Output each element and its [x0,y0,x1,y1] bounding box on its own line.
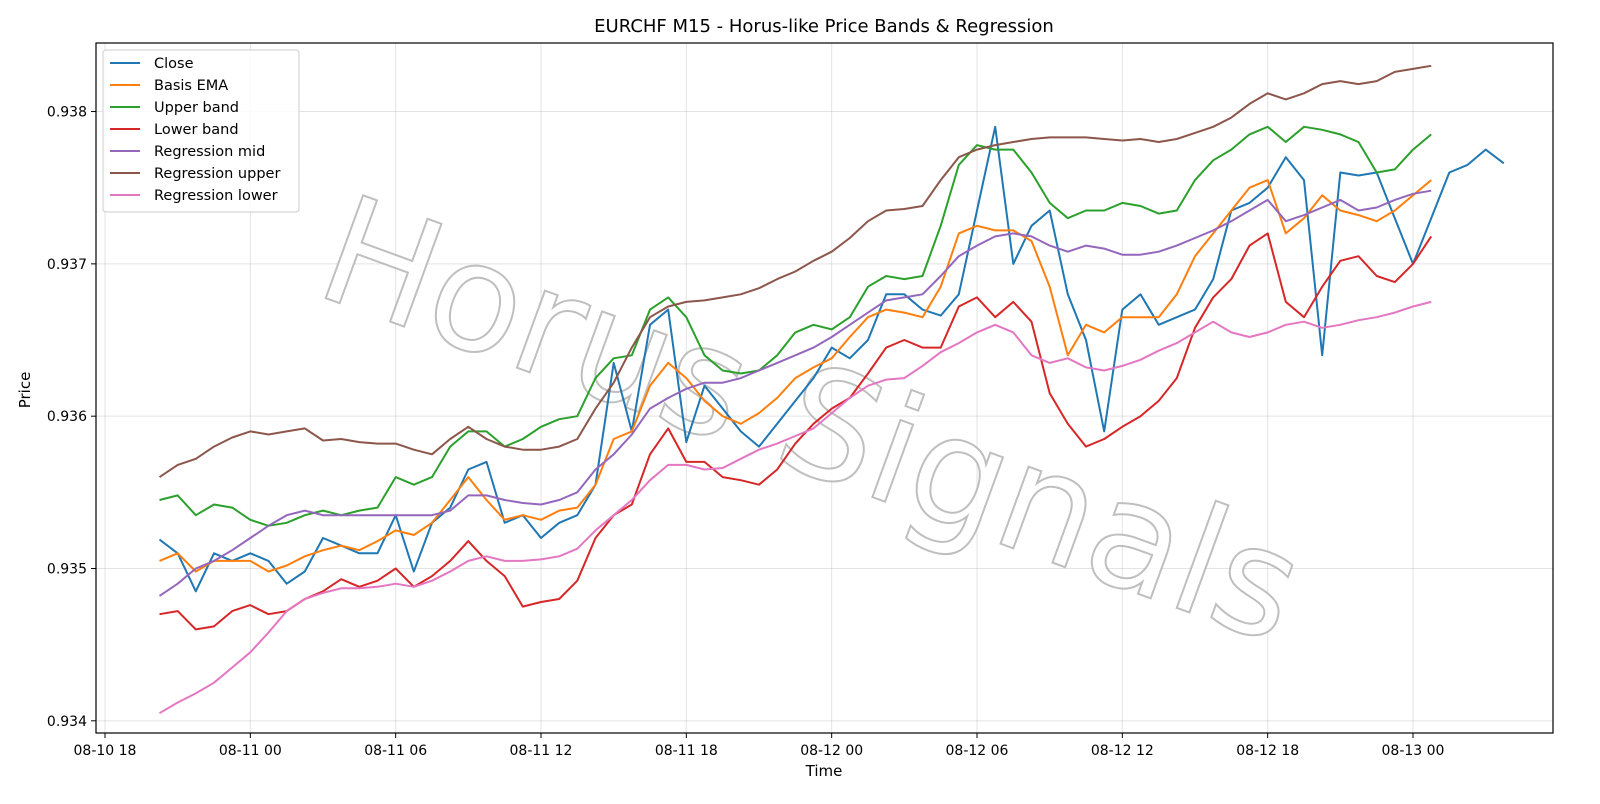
y-tick-label: 0.934 [47,714,87,730]
series-group [158,64,1505,715]
legend-label-regression-upper: Regression upper [154,166,280,182]
legend: Close Basis EMA Upper band Lower band Regres… [102,49,300,213]
chart-title: EURCHF M15 - Horus-like Price Bands & Re… [594,16,1054,37]
y-tick-label: 0.936 [47,409,87,425]
y-tick-label: 0.938 [47,105,87,121]
grid [96,43,1553,733]
x-tick-label: 08-12 00 [800,743,863,759]
series-line-basis-ema [159,179,1432,573]
x-axis-ticks: 08-10 18 08-11 00 08-11 06 08-11 12 08-11 18… [74,733,1445,759]
x-tick-label: 08-11 00 [219,743,282,759]
y-tick-label: 0.937 [47,257,87,273]
series-line-regression-upper [158,64,1432,478]
x-axis-label: Time [805,762,843,780]
y-tick-label: 0.935 [47,561,87,577]
legend-label-regression-lower: Regression lower [154,188,278,204]
x-tick-label: 08-11 12 [510,743,573,759]
x-tick-label: 08-11 06 [364,743,427,759]
legend-label-lower-band: Lower band [154,122,239,138]
legend-label-basis-ema: Basis EMA [154,78,228,94]
y-axis-ticks: 0.934 0.935 0.936 0.937 0.938 [47,105,96,730]
x-tick-label: 08-10 18 [74,743,137,759]
x-tick-label: 08-11 18 [655,743,718,759]
x-tick-label: 08-13 00 [1382,743,1445,759]
plot-frame [95,42,1554,734]
legend-label-close: Close [154,56,194,72]
series-line-regression-lower [158,300,1432,715]
legend-box [102,49,300,213]
series-line-close [158,125,1505,593]
legend-label-regression-mid: Regression mid [154,144,265,160]
x-tick-label: 08-12 12 [1091,743,1154,759]
x-tick-label: 08-12 18 [1236,743,1299,759]
series-line-regression-mid [158,189,1432,597]
x-tick-label: 08-12 06 [946,743,1009,759]
legend-label-upper-band: Upper band [154,100,239,116]
series-line-lower-band [159,232,1433,631]
y-axis-label: Price [16,372,34,409]
series-line-upper-band [159,125,1432,527]
